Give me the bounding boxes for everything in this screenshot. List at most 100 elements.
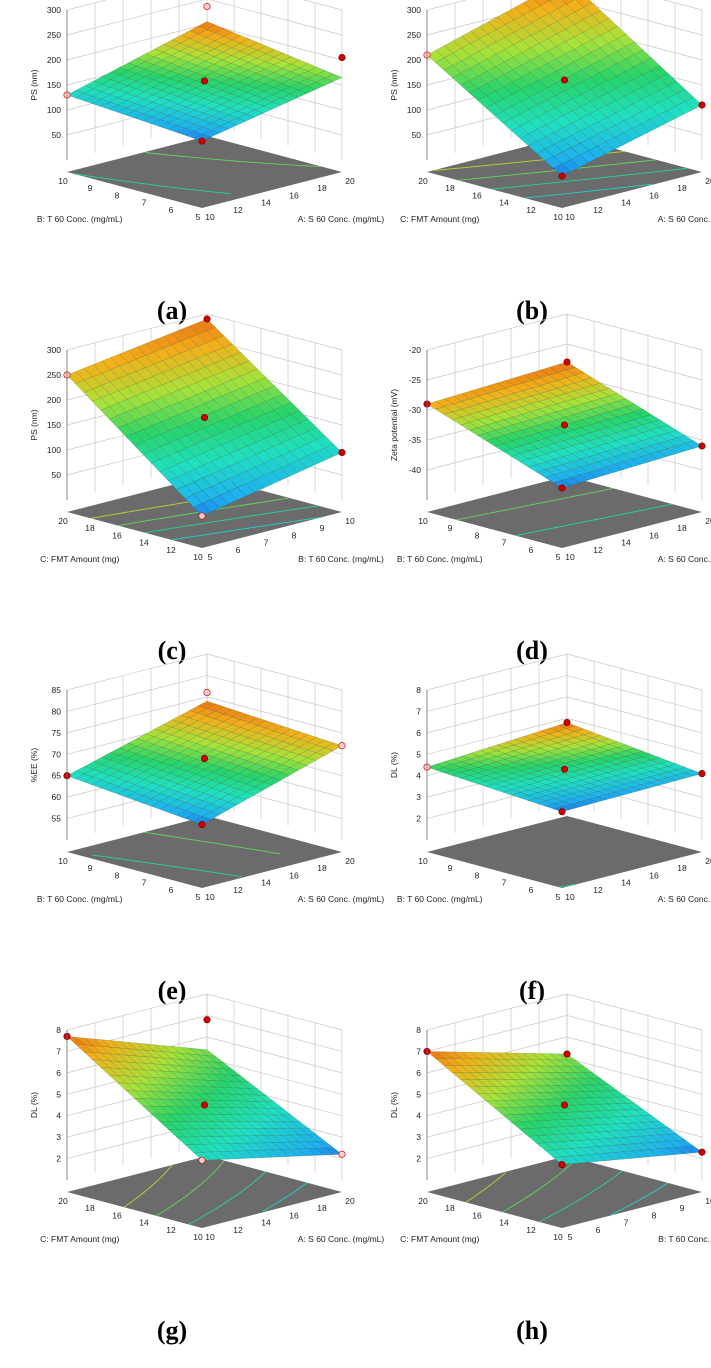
- left-axis-tick-label: 6: [169, 205, 174, 215]
- left-axis-tick-label: 18: [85, 523, 95, 533]
- design-point: [560, 1101, 569, 1109]
- z-tick-label: -25: [409, 375, 422, 385]
- right-axis-tick-label: 16: [649, 530, 659, 540]
- left-axis-tick-label: 20: [418, 1196, 428, 1206]
- design-point: [198, 137, 206, 145]
- right-axis-title: A: S 60 Conc. (mg/mL): [658, 894, 711, 904]
- z-tick-label: 100: [407, 105, 421, 115]
- z-tick-label: 2: [416, 814, 421, 824]
- z-tick-label: 7: [416, 1046, 421, 1056]
- right-axis-tick-label: 7: [624, 1218, 629, 1228]
- contour-line: [515, 503, 673, 537]
- floor-f: [427, 816, 702, 888]
- left-axis-tick-label: 16: [472, 1210, 482, 1220]
- design-point: [338, 448, 346, 457]
- floor-h: [427, 1156, 702, 1228]
- right-axis-title: A: S 60 Conc. (mg/mL): [298, 1234, 385, 1244]
- left-axis-tick-label: 16: [112, 530, 122, 540]
- left-axis-tick-label: 7: [142, 878, 147, 888]
- design-point: [558, 808, 566, 816]
- contour-line: [188, 1171, 266, 1225]
- panel-d: -40 -35 -30 -25 -20 Zeta potential (mV) 10 9 8 7 6…: [362, 313, 711, 670]
- surface-plot-g: 2 3 4 5 6 7 8 DL (%) 20 18 16 14 12 10 C: FMT Amount (…: [29, 993, 384, 1244]
- design-points-g: [63, 1016, 346, 1164]
- left-axis-title: C: FMT Amount (mg): [400, 1234, 479, 1244]
- panel-label-e: (e): [157, 976, 187, 1005]
- left-axis-tick-label: 6: [169, 885, 174, 895]
- contour-line: [73, 173, 232, 195]
- design-point: [200, 77, 209, 85]
- contour-line: [465, 1172, 506, 1203]
- right-axis-tick-label: 20: [345, 176, 355, 186]
- right-axis-tick-label: 14: [621, 878, 631, 888]
- design-point: [560, 76, 569, 84]
- right-axis-tick-label: 20: [345, 1196, 355, 1206]
- design-points-b: [423, 51, 706, 180]
- surface-plot-a: 50 100 150 200 250 300 PS (nm) 10 9 8 7 6 5 B: T 60 C…: [29, 0, 384, 224]
- left-axis-tick-label: 5: [556, 892, 561, 902]
- z-tick-label: 60: [52, 792, 62, 802]
- design-point: [200, 755, 209, 763]
- design-point: [338, 53, 346, 62]
- panel-label-g: (g): [156, 1316, 188, 1345]
- z-tick-label: 85: [52, 685, 62, 695]
- panel-c: 50 100 150 200 250 300 PS (nm) 20 18 16 14 12 10 C: F…: [2, 313, 384, 670]
- contour-line: [538, 1170, 623, 1223]
- left-axis-tick-label: 8: [475, 870, 480, 880]
- z-tick-label: 4: [416, 771, 421, 781]
- left-axis-tick-label: 9: [88, 183, 93, 193]
- z-tick-label: 80: [52, 706, 62, 716]
- right-axis-tick-label: 14: [621, 198, 631, 208]
- panel-label-h: (h): [516, 1316, 548, 1345]
- left-axis-title: B: T 60 Conc. (mg/mL): [37, 214, 123, 224]
- surface-b: [426, 0, 703, 177]
- floor-contours-f: [558, 883, 577, 888]
- z-axis-title: DL (%): [389, 752, 399, 778]
- right-axis-title: A: S 60 Conc. (mg/mL): [298, 894, 385, 904]
- z-tick-label: 2: [416, 1154, 421, 1164]
- contour-line: [524, 183, 652, 199]
- left-axis-tick-label: 10: [58, 856, 68, 866]
- z-tick-label: 250: [47, 30, 61, 40]
- panel-f: 2 3 4 5 6 7 8 DL (%) 10 9 8 7 6 5 B: T 60 Conc. (mg/mL…: [362, 653, 711, 1010]
- right-axis-tick-label: 16: [649, 870, 659, 880]
- design-points-e: [63, 689, 346, 829]
- z-axis-title: PS (nm): [29, 69, 39, 100]
- floor-contours-h: [465, 1158, 669, 1223]
- right-axis-title: B: T 60 Conc. (mg/mL): [658, 1234, 711, 1244]
- panel-label-d: (d): [516, 636, 548, 665]
- z-tick-label: 300: [47, 5, 61, 15]
- z-tick-label: 8: [56, 1025, 61, 1035]
- panel-a: 50 100 150 200 250 300 PS (nm) 10 9 8 7 6 5 B: T 60 C…: [2, 0, 384, 330]
- left-axis-tick-label: 10: [553, 1232, 563, 1242]
- left-axis-tick-label: 10: [418, 516, 428, 526]
- z-tick-label: 300: [47, 345, 61, 355]
- design-point: [338, 1150, 346, 1158]
- z-tick-label: 200: [407, 55, 421, 65]
- right-axis-title: A: S 60 Conc. (mg/mL): [298, 214, 385, 224]
- z-tick-label: 150: [47, 80, 61, 90]
- design-point: [338, 742, 346, 750]
- z-tick-label: 50: [52, 130, 62, 140]
- z-axis-title: PS (nm): [29, 409, 39, 440]
- z-tick-label: 70: [52, 749, 62, 759]
- left-axis-tick-label: 16: [112, 1210, 122, 1220]
- right-axis-tick-label: 18: [677, 183, 687, 193]
- panel-b: 50 100 150 200 250 300 PS (nm) 20 18 16 14 12 10 C: F…: [362, 0, 711, 330]
- left-axis-tick-label: 6: [529, 885, 534, 895]
- design-point: [698, 770, 706, 778]
- right-axis-title: A: S 60 Conc. (mg/mL): [658, 214, 711, 224]
- z-tick-label: 50: [412, 130, 422, 140]
- right-axis-title: B: T 60 Conc. (mg/mL): [298, 554, 384, 564]
- z-tick-label: 4: [416, 1111, 421, 1121]
- left-axis-tick-label: 20: [418, 176, 428, 186]
- z-tick-label: 6: [416, 1068, 421, 1078]
- right-axis-tick-label: 20: [705, 856, 711, 866]
- surface-cell: [553, 163, 571, 177]
- right-axis-tick-label: 14: [261, 878, 271, 888]
- right-axis-tick-label: 10: [205, 212, 215, 222]
- design-point: [698, 101, 706, 109]
- surface-plot-c: 50 100 150 200 250 300 PS (nm) 20 18 16 14 12 10 C: F…: [29, 313, 384, 564]
- design-points-a: [63, 2, 346, 145]
